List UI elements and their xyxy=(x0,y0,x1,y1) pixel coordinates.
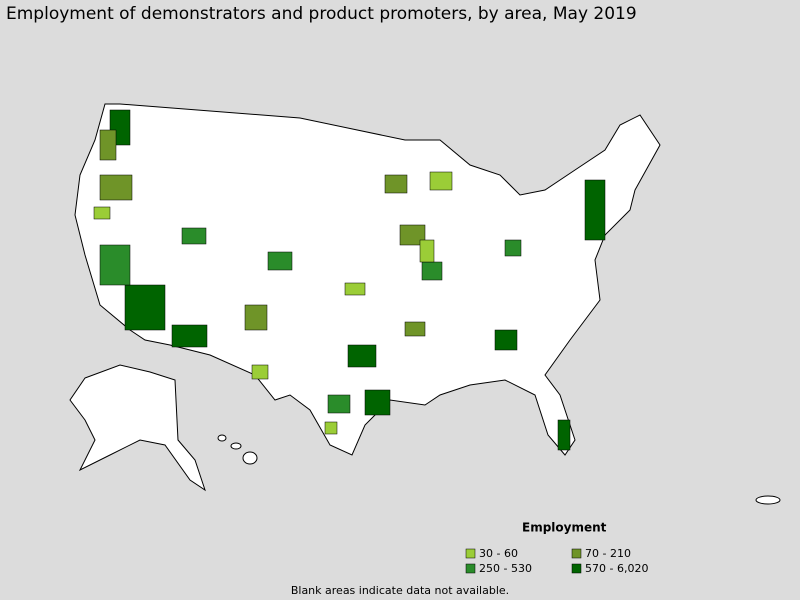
note: Blank areas indicate data not available. xyxy=(291,584,509,597)
area xyxy=(364,389,391,416)
area xyxy=(384,174,408,194)
hawaii xyxy=(217,434,227,442)
legend-label: 570 - 6,020 xyxy=(585,562,648,575)
areas xyxy=(93,109,606,451)
area xyxy=(244,304,268,331)
contiguous-us xyxy=(74,103,661,456)
legend-swatch xyxy=(465,563,476,574)
area xyxy=(181,227,207,245)
area xyxy=(124,284,166,331)
hawaii xyxy=(230,442,242,450)
area xyxy=(99,174,133,201)
title: Employment of demonstrators and product … xyxy=(6,4,637,24)
area xyxy=(557,419,571,451)
legend: 30 - 60 70 - 210 250 - 530 570 - 6,020 xyxy=(465,547,648,575)
area xyxy=(99,129,117,161)
legend-swatch xyxy=(465,548,476,559)
area xyxy=(324,421,338,435)
hawaii xyxy=(242,451,258,465)
puerto-rico xyxy=(755,495,781,505)
area xyxy=(419,239,435,263)
area xyxy=(171,324,208,348)
area xyxy=(504,239,522,257)
legend-swatch xyxy=(571,563,582,574)
area xyxy=(99,244,131,286)
legend-label: 30 - 60 xyxy=(479,547,518,560)
area xyxy=(421,261,443,281)
legend-title: Employment xyxy=(522,521,607,535)
area xyxy=(93,206,111,220)
area xyxy=(399,224,426,246)
area xyxy=(344,282,366,296)
legend-label: 70 - 210 xyxy=(585,547,631,560)
legend-label: 250 - 530 xyxy=(479,562,532,575)
area xyxy=(584,179,606,241)
area xyxy=(404,321,426,337)
area xyxy=(327,394,351,414)
legend-swatch xyxy=(571,548,582,559)
area xyxy=(251,364,269,380)
area xyxy=(429,171,453,191)
area xyxy=(494,329,518,351)
alaska xyxy=(69,364,206,492)
area xyxy=(267,251,293,271)
area xyxy=(347,344,377,368)
